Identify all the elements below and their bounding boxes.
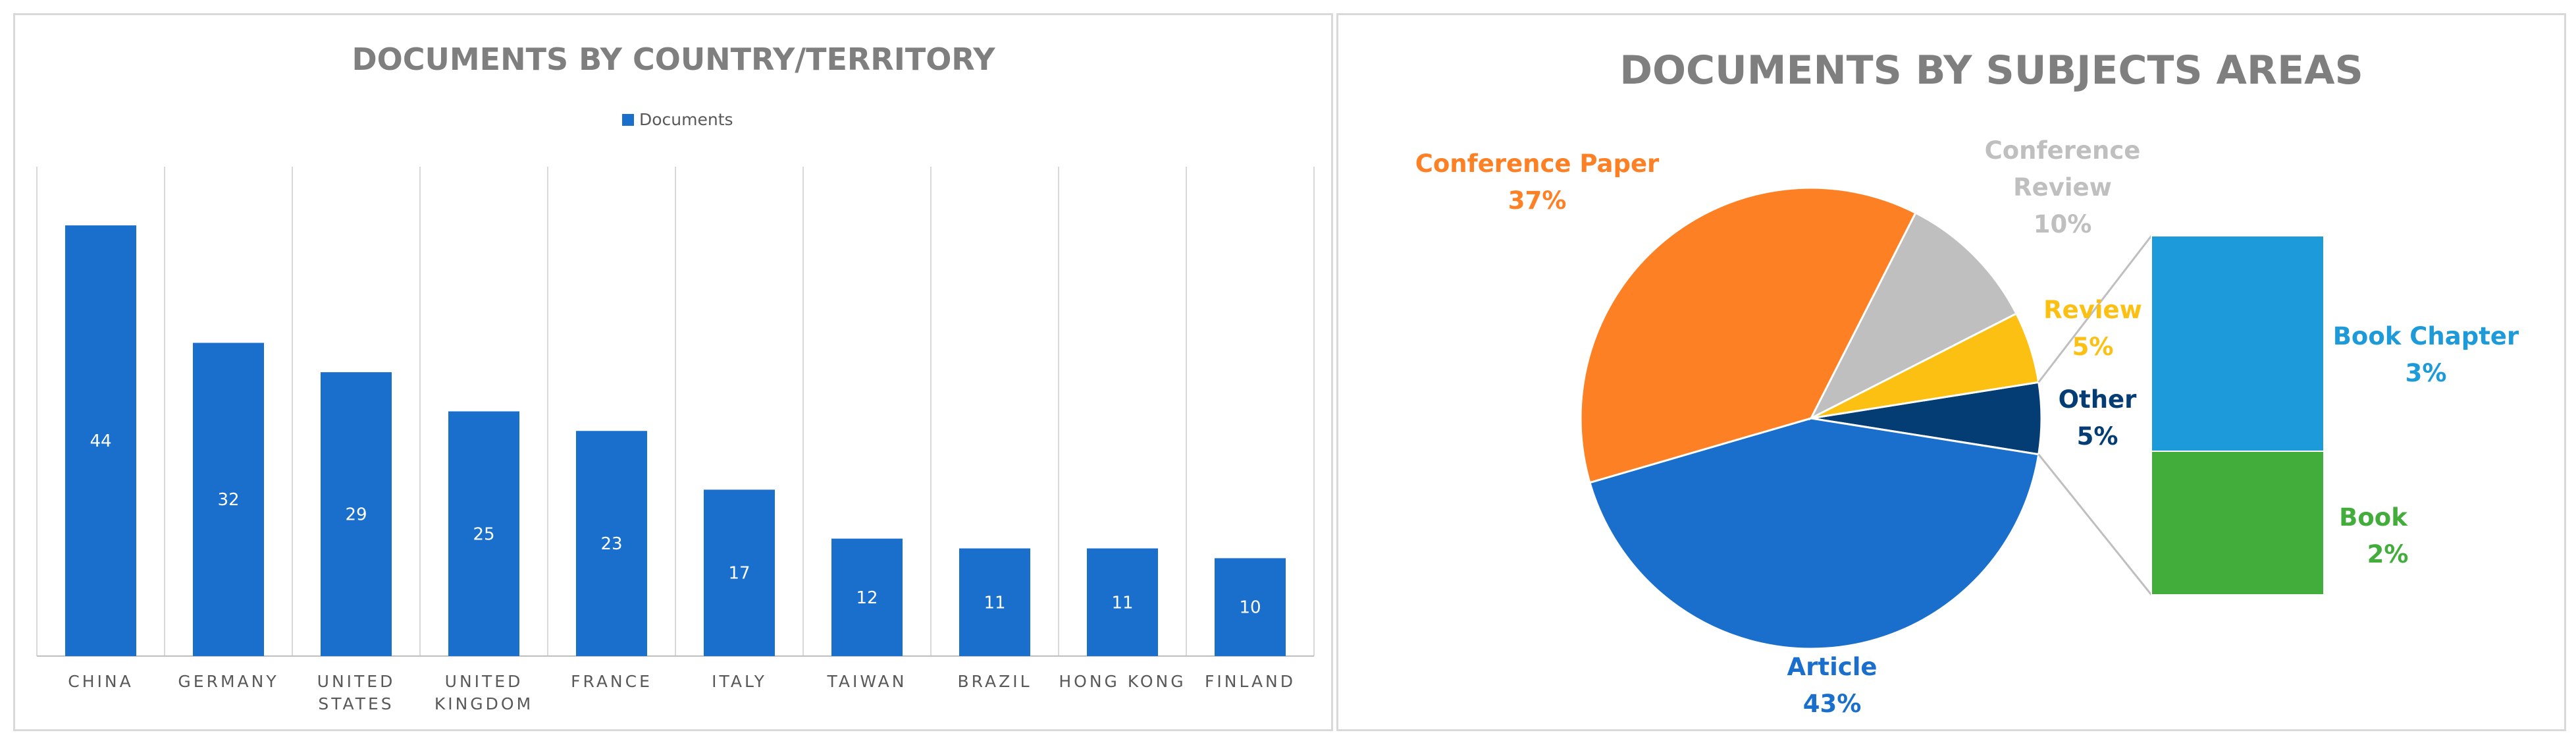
bar-value-label: 23 — [600, 534, 622, 554]
x-tick-label: CHINA — [68, 672, 133, 691]
bar — [65, 225, 136, 656]
bar — [576, 431, 647, 656]
pie-slice — [1808, 211, 2018, 421]
bar — [321, 372, 392, 656]
x-tick-label: UNITED — [445, 672, 523, 691]
x-tick-label: ITALY — [712, 672, 767, 691]
bar — [831, 538, 903, 656]
pie-slice — [1579, 186, 1917, 484]
bar — [959, 548, 1030, 656]
breakdown-bar-segment — [2151, 235, 2325, 452]
legend-label: Documents — [639, 110, 733, 129]
pie-slice-label: 5% — [2072, 333, 2114, 361]
bar-value-label: 17 — [728, 564, 750, 584]
pie-slice-label: Other — [2059, 385, 2138, 414]
bar-chart-panel: DOCUMENTS BY COUNTRY/TERRITORY Documents… — [13, 13, 1333, 731]
connector-line — [2037, 453, 2153, 595]
pie-slice-label: Article — [1787, 653, 1878, 681]
pie-slice-label: Review — [2043, 296, 2142, 324]
bar-value-label: 11 — [984, 593, 1005, 613]
pie-slice-label: Conference Paper — [1415, 150, 1660, 178]
breakdown-label: Book — [2339, 503, 2408, 532]
x-tick-label: STATES — [318, 694, 394, 713]
bar-value-label: 44 — [90, 431, 111, 451]
bar — [1087, 548, 1158, 656]
connector-line — [2037, 235, 2153, 383]
x-tick-label: FINLAND — [1205, 672, 1296, 691]
bar — [1215, 558, 1286, 656]
pie-slice-label: 5% — [2077, 422, 2118, 451]
bar-chart: DOCUMENTS BY COUNTRY/TERRITORY Documents… — [36, 41, 1315, 713]
bar-chart-title: DOCUMENTS BY COUNTRY/TERRITORY — [352, 41, 995, 77]
pie-chart-title: DOCUMENTS BY SUBJECTS AREAS — [1619, 47, 2363, 94]
bar-chart-legend: Documents — [622, 110, 733, 129]
x-tick-label: BRAZIL — [957, 672, 1032, 691]
x-tick-label: GERMANY — [178, 672, 278, 691]
bar-value-label: 29 — [345, 505, 367, 525]
bar — [193, 343, 264, 656]
pie-slice-label: Review — [2013, 173, 2112, 202]
bar-value-label: 11 — [1111, 593, 1133, 613]
pie-chart-panel: DOCUMENTS BY SUBJECTS AREAS Article 43% Co… — [1336, 13, 2566, 731]
bar-value-label: 10 — [1239, 598, 1261, 618]
bar-value-label: 32 — [217, 490, 239, 510]
x-tick-label: UNITED — [317, 672, 396, 691]
breakdown-bar-segment — [2151, 451, 2325, 595]
x-tick-label: HONG KONG — [1059, 672, 1186, 691]
bar — [448, 411, 519, 656]
pie-slice-label: 43% — [1803, 690, 1862, 718]
x-tick-label: KINGDOM — [434, 694, 533, 713]
bar-value-label: 12 — [856, 588, 878, 608]
pie-slice-label: Conference — [1985, 136, 2141, 165]
breakdown-label: 3% — [2405, 359, 2447, 387]
pie-slice — [1589, 417, 2040, 650]
breakdown-label: 2% — [2367, 540, 2409, 568]
pie-slice-label: 37% — [1508, 186, 1567, 215]
pie-chart: DOCUMENTS BY SUBJECTS AREAS Article 43% Co… — [1415, 47, 2519, 718]
bar — [704, 489, 775, 656]
x-tick-label: TAIWAN — [827, 672, 907, 691]
bar-value-label: 25 — [473, 524, 494, 544]
x-tick-label: FRANCE — [571, 672, 652, 691]
breakdown-label: Book Chapter — [2333, 322, 2519, 350]
legend-swatch — [622, 114, 634, 126]
pie-slice-label: 10% — [2034, 210, 2092, 238]
